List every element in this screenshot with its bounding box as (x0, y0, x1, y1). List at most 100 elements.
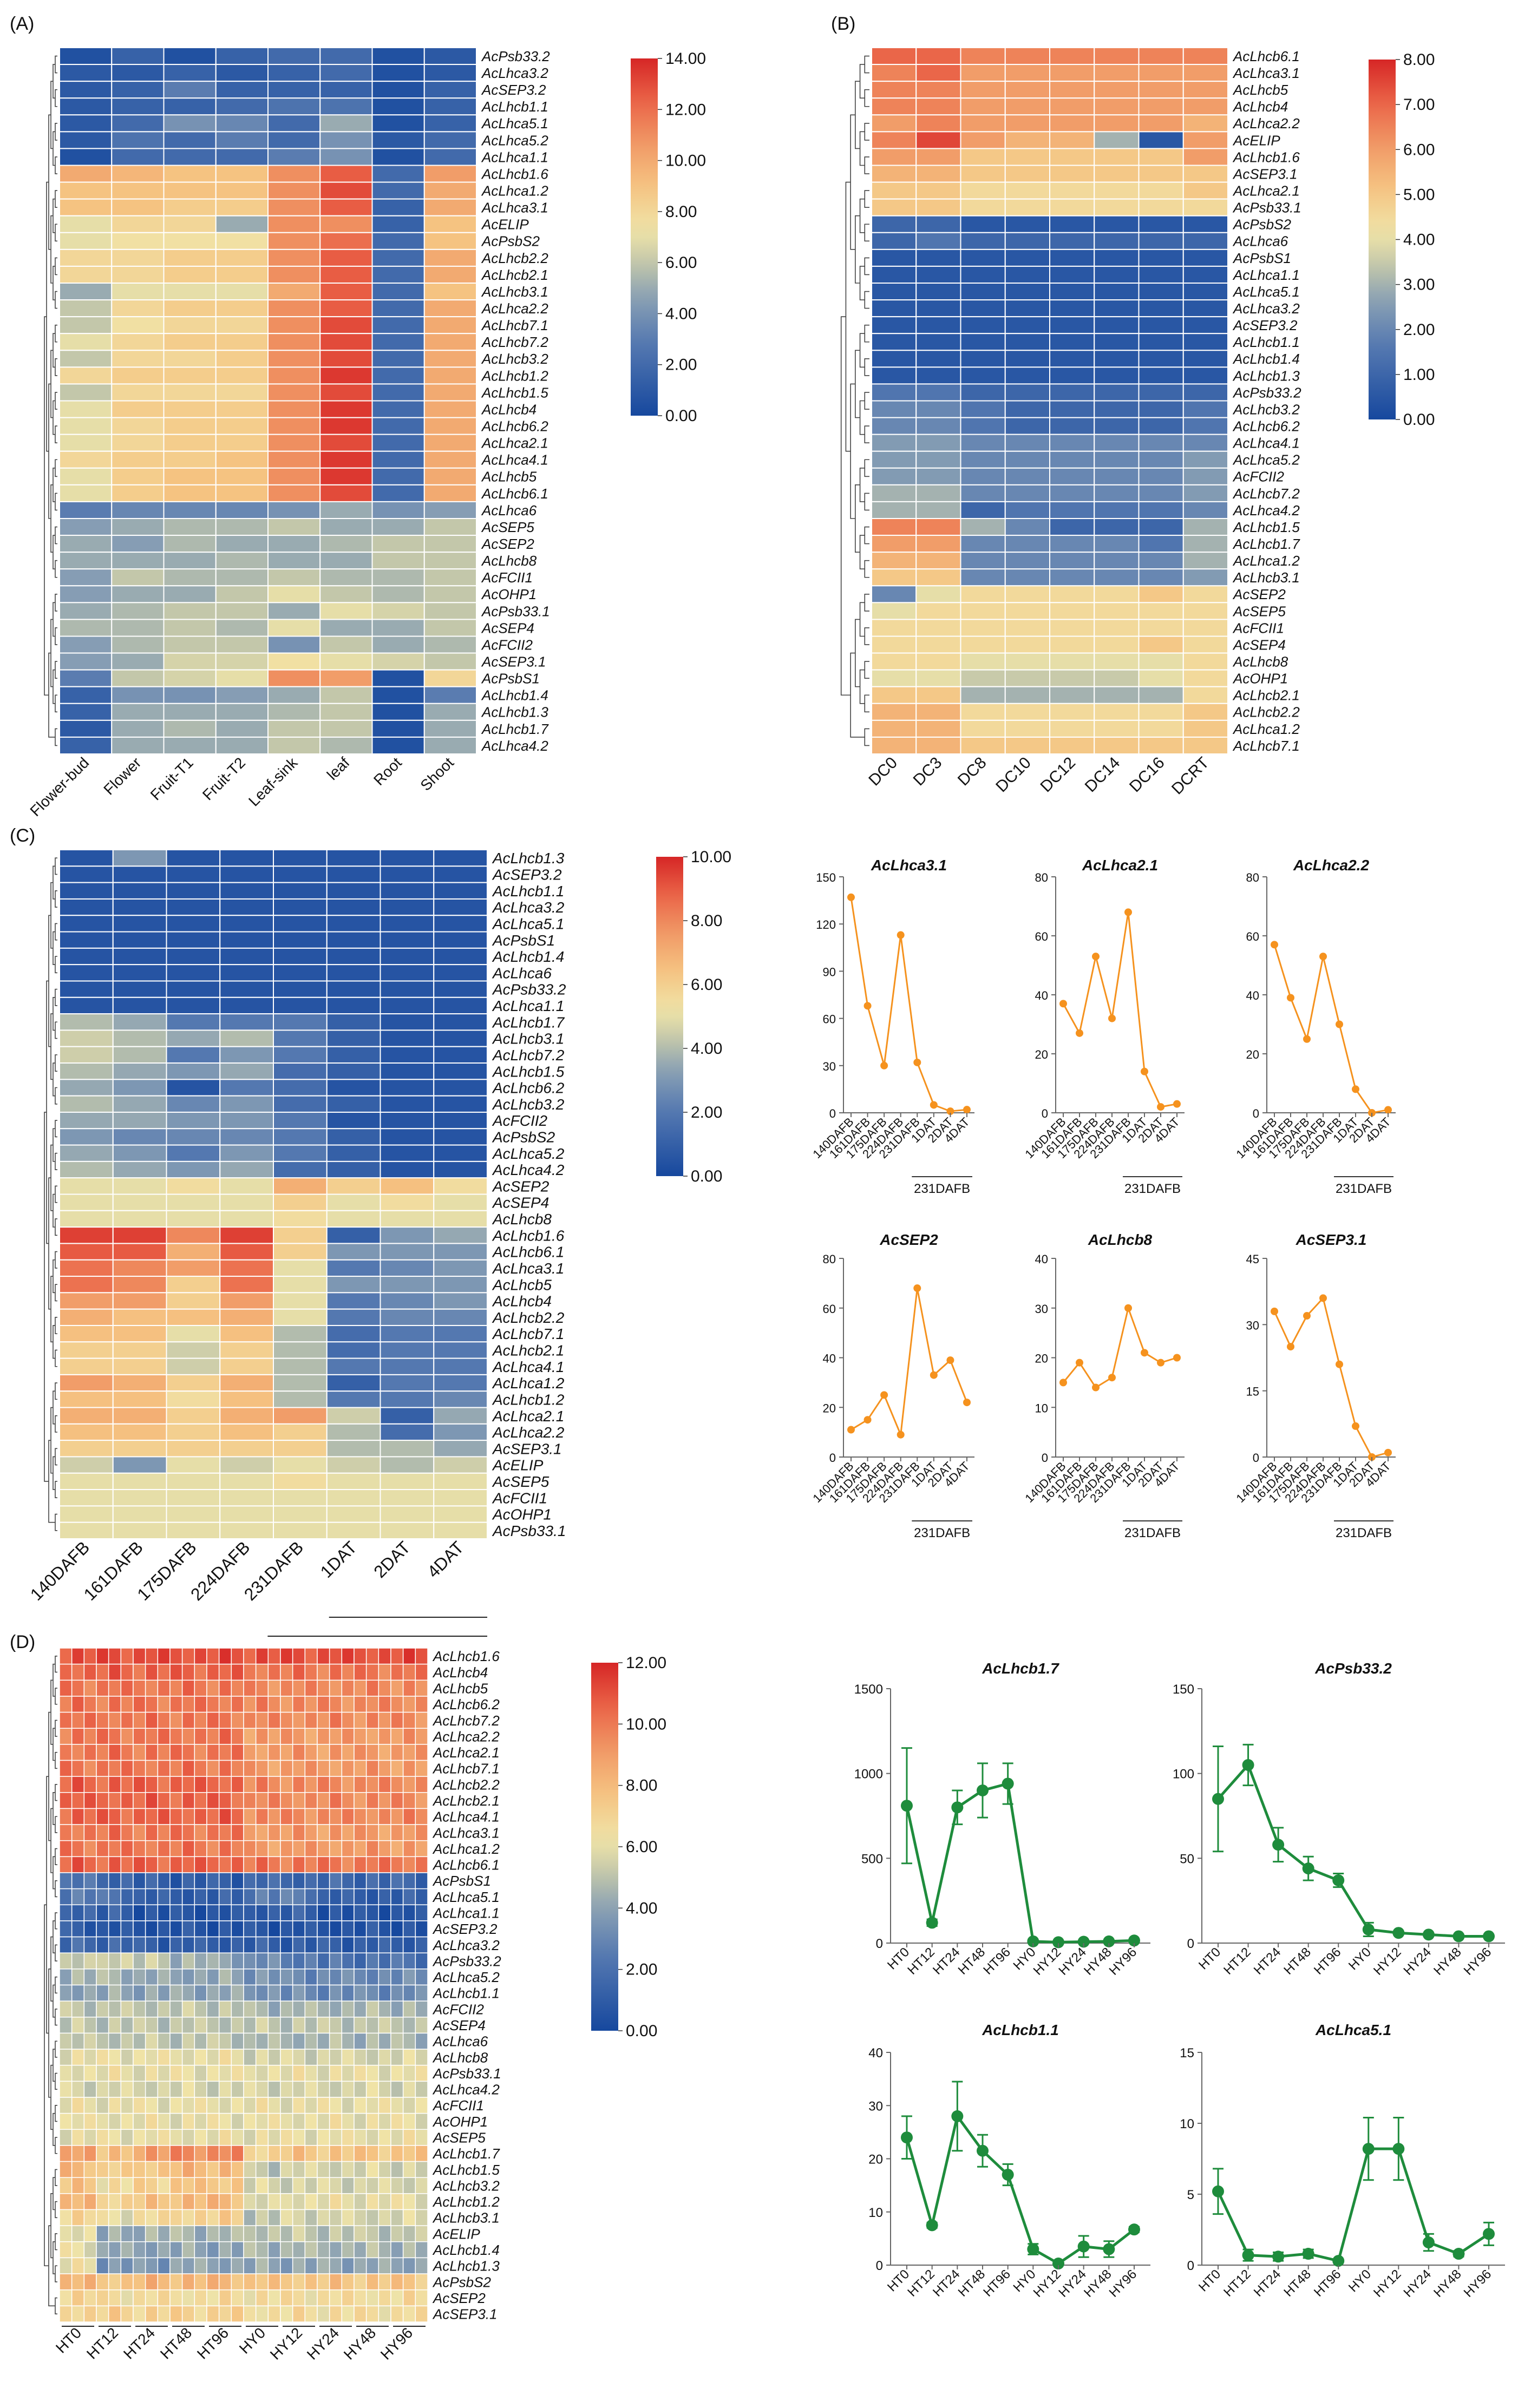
heatmap-cell (120, 2129, 134, 2146)
heatmap-cell (166, 1259, 221, 1277)
heatmap-cell (390, 2129, 404, 2146)
heatmap-cell (71, 1776, 85, 1793)
heatmap-cell (380, 882, 435, 900)
heatmap-cell (163, 383, 217, 402)
heatmap-cell (378, 2305, 391, 2322)
heatmap-cell (218, 1840, 232, 1858)
y-tick-label: 0 (876, 1937, 883, 1951)
heatmap-cell (871, 703, 917, 721)
heatmap-cell (169, 2289, 183, 2307)
heatmap-cell (292, 2081, 306, 2098)
heatmap-cell (292, 1920, 306, 1938)
heatmap-cell (169, 2129, 183, 2146)
heatmap-cell (402, 2097, 416, 2114)
heatmap-cell (108, 1760, 122, 1777)
heatmap-cell (267, 64, 321, 82)
dendrogram-branch (55, 1185, 57, 1203)
heatmap-cell (378, 2129, 391, 2146)
gene-label: AcLhca1.1 (492, 998, 564, 1014)
data-point (963, 1106, 971, 1114)
heatmap-cell (133, 1679, 146, 1697)
heatmap-cell (219, 1259, 274, 1277)
heatmap-cell (194, 1808, 207, 1825)
heatmap-cell (59, 1840, 73, 1858)
heatmap-cell (280, 2193, 293, 2210)
y-tick-label: 30 (868, 2099, 883, 2114)
heatmap-cell (163, 283, 217, 301)
data-point (847, 893, 855, 901)
heatmap-cell (380, 1177, 435, 1195)
heatmap-cell (1004, 434, 1050, 452)
heatmap-cell (108, 2225, 122, 2242)
gene-label: AcSEP3.1 (492, 1440, 562, 1457)
group-label: 231DAFB (1336, 1526, 1392, 1540)
heatmap-cell (1004, 215, 1050, 233)
heatmap-cell (215, 635, 269, 654)
y-tick-label: 10 (1035, 1401, 1048, 1415)
heatmap-cell (280, 1888, 293, 1906)
gene-label: AcLhcb3.1 (481, 284, 548, 300)
heatmap-cell (218, 1888, 232, 1906)
heatmap-cell (215, 518, 269, 536)
heatmap-cell (960, 535, 1006, 553)
heatmap-cell (218, 1792, 232, 1809)
heatmap-cell (111, 518, 165, 536)
heatmap-cell (341, 1824, 355, 1841)
heatmap-cell (219, 1521, 274, 1539)
heatmap-cell (292, 1728, 306, 1745)
heatmap-cell (1182, 467, 1228, 485)
dendrogram-branch (55, 1481, 57, 1499)
heatmap-cell (111, 535, 165, 553)
heatmap-cell (433, 1341, 488, 1359)
heatmap-cell (390, 2032, 404, 2050)
heatmap-cell (255, 2209, 269, 2226)
heatmap-cell (194, 2193, 207, 2210)
heatmap-cell (354, 1760, 367, 1777)
heatmap-cell (402, 1696, 416, 1713)
heatmap-cell (960, 114, 1006, 133)
heatmap-cell (112, 980, 167, 998)
heatmap-cell (231, 2289, 244, 2307)
heatmap-cell (59, 484, 113, 502)
heatmap-cell (163, 686, 217, 704)
heatmap-cell (292, 2177, 306, 2194)
gene-label: AcOHP1 (1232, 671, 1288, 687)
heatmap-cell (267, 1872, 281, 1889)
heatmap-cell (120, 1872, 134, 1889)
heatmap-cell (380, 1243, 435, 1261)
heatmap-cell (194, 2289, 207, 2307)
heatmap-cell (163, 585, 217, 603)
dendrogram-branch (859, 535, 865, 570)
heatmap-cell (1182, 484, 1228, 502)
x-tick-label: HY24 (1056, 1945, 1089, 1978)
heatmap-cell (133, 1728, 146, 1745)
x-tick-label: HY12 (1371, 2267, 1404, 2300)
heatmap-cell (194, 1728, 207, 1745)
heatmap-cell (1138, 165, 1184, 183)
heatmap-cell (415, 1856, 428, 1873)
heatmap-cell (380, 1440, 435, 1458)
heatmap-cell (267, 1648, 281, 1665)
dendrogram-branch (55, 923, 57, 941)
heatmap-cell (231, 2177, 244, 2194)
heatmap-cell (402, 1856, 416, 1873)
y-tick-label: 20 (823, 1401, 836, 1415)
data-point (1352, 1085, 1359, 1093)
heatmap-cell (1049, 736, 1095, 755)
heatmap-cell (402, 1984, 416, 2002)
heatmap-cell (371, 619, 425, 637)
heatmap-cell (96, 2289, 109, 2307)
heatmap-cell (219, 1046, 274, 1064)
heatmap-cell (71, 2097, 85, 2114)
heatmap-cell (157, 1904, 171, 1921)
heatmap-cell (915, 400, 961, 418)
heatmap-cell (423, 333, 477, 351)
heatmap-cell (365, 2112, 380, 2130)
gene-label: AcSEP5 (481, 519, 534, 535)
heatmap-cell (319, 81, 373, 99)
heatmap-cell (390, 2225, 404, 2242)
heatmap-cell (181, 1776, 195, 1793)
gene-label: AcOHP1 (432, 2114, 488, 2130)
heatmap-cell (365, 1969, 380, 1986)
heatmap-cell (871, 64, 917, 82)
